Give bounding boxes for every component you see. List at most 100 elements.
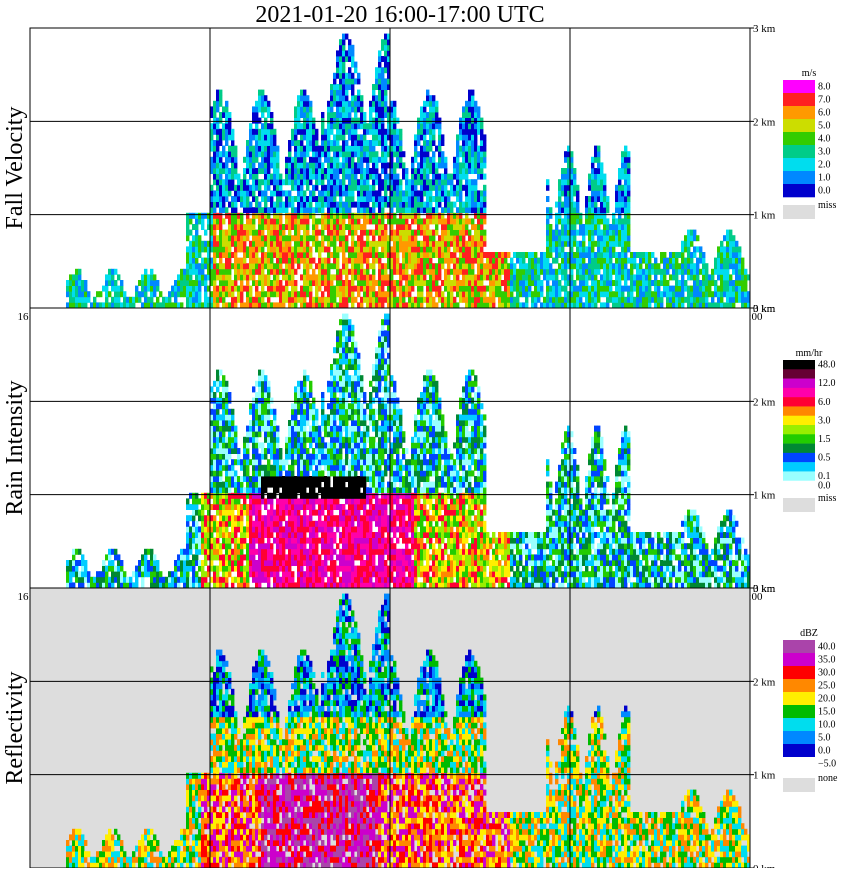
heatmap-cell [279,213,282,219]
heatmap-cell [231,554,234,560]
heatmap-cell [462,269,465,275]
heatmap-cell [723,291,726,297]
heatmap-cell [210,157,213,163]
heatmap-cell [264,291,267,297]
heatmap-cell [225,106,228,112]
heatmap-cell [216,482,219,488]
heatmap-cell [423,252,426,258]
heatmap-cell [420,146,423,152]
heatmap-cell [426,179,429,185]
heatmap-cell [276,258,279,264]
heatmap-cell [726,274,729,280]
heatmap-cell [363,213,366,219]
heatmap-cell [354,258,357,264]
heatmap-cell [381,56,384,62]
heatmap-cell [408,202,411,208]
heatmap-cell [216,398,219,404]
heatmap-cell [297,207,300,213]
heatmap-cell [579,258,582,264]
heatmap-cell [606,258,609,264]
heatmap-cell [459,235,462,241]
heatmap-cell [723,258,726,264]
heatmap-cell [429,297,432,303]
heatmap-cell [198,280,201,286]
heatmap-cell [246,504,249,510]
heatmap-cell [588,207,591,213]
heatmap-cell [315,129,318,135]
heatmap-cell [414,140,417,146]
heatmap-cell [294,106,297,112]
heatmap-cell [105,291,108,297]
heatmap-cell [474,106,477,112]
heatmap-cell [231,263,234,269]
heatmap-cell [222,168,225,174]
heatmap-cell [423,246,426,252]
heatmap-cell [204,554,207,560]
heatmap-cell [255,202,258,208]
heatmap-cell [192,258,195,264]
heatmap-cell [597,297,600,303]
heatmap-cell [273,157,276,163]
heatmap-cell [189,213,192,219]
heatmap-cell [696,274,699,280]
heatmap-cell [426,258,429,264]
heatmap-cell [378,230,381,236]
heatmap-cell [378,50,381,56]
heatmap-cell [417,291,420,297]
heatmap-cell [114,286,117,292]
heatmap-cell [417,151,420,157]
heatmap-cell [720,263,723,269]
heatmap-cell [420,269,423,275]
heatmap-cell [144,297,147,303]
heatmap-cell [231,560,234,566]
heatmap-cell [222,218,225,224]
heatmap-cell [588,196,591,202]
heatmap-cell [402,252,405,258]
heatmap-cell [213,157,216,163]
heatmap-cell [369,297,372,303]
heatmap-cell [324,151,327,157]
heatmap-cell [417,174,420,180]
heatmap-cell [288,146,291,152]
heatmap-cell [417,118,420,124]
heatmap-cell [381,84,384,90]
heatmap-cell [336,151,339,157]
heatmap-cell [363,280,366,286]
heatmap-cell [231,207,234,213]
heatmap-cell [381,230,384,236]
heatmap-cell [462,151,465,157]
heatmap-cell [360,196,363,202]
heatmap-cell [303,190,306,196]
heatmap-cell [639,269,642,275]
heatmap-cell [321,162,324,168]
heatmap-cell [240,526,243,532]
heatmap-cell [246,437,249,443]
heatmap-cell [201,521,204,527]
heatmap-cell [219,112,222,118]
heatmap-cell [420,106,423,112]
heatmap-cell [378,213,381,219]
heatmap-cell [558,179,561,185]
heatmap-cell [210,554,213,560]
heatmap-cell [576,190,579,196]
heatmap-cell [582,280,585,286]
heatmap-cell [267,241,270,247]
heatmap-cell [600,185,603,191]
heatmap-cell [414,263,417,269]
heatmap-cell [564,174,567,180]
heatmap-cell [312,207,315,213]
heatmap-cell [480,146,483,152]
heatmap-cell [285,246,288,252]
heatmap-cell [612,297,615,303]
heatmap-cell [177,291,180,297]
heatmap-cell [336,263,339,269]
heatmap-cell [336,174,339,180]
heatmap-cell [180,286,183,292]
heatmap-cell [231,218,234,224]
heatmap-cell [273,252,276,258]
heatmap-cell [225,151,228,157]
colorbar-miss-label: miss [818,200,836,211]
heatmap-cell [570,263,573,269]
heatmap-cell [342,112,345,118]
heatmap-cell [705,263,708,269]
